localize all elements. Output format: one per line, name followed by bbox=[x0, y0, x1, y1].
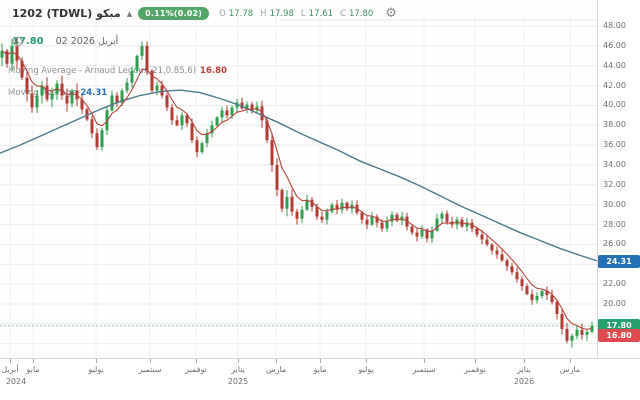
price-date-readout: 17.80 02 2026 أبريل bbox=[12, 36, 118, 47]
ohlc-low-label: L bbox=[300, 8, 306, 19]
price-axis-label: 20.00 bbox=[603, 299, 626, 309]
gear-icon[interactable]: ⚙ bbox=[385, 6, 397, 21]
indicator-alma-label: Moving Average - Arnaud Legoux(21,0.85,6… bbox=[8, 66, 197, 76]
price-axis-label: 44.00 bbox=[603, 60, 626, 70]
symbol-title: 1202 (TDWL) مبكو bbox=[12, 7, 121, 20]
time-axis-tick bbox=[150, 359, 151, 363]
ohlc-open-value: 17.78 bbox=[228, 8, 254, 19]
year-axis-label: 2025 bbox=[227, 377, 249, 386]
change-badge: 0.11%(0.02) bbox=[138, 7, 210, 20]
ohlc-high-label: H bbox=[260, 8, 267, 19]
ohlc-close-value: 17.80 bbox=[348, 8, 374, 19]
time-axis-label: يناير bbox=[517, 365, 531, 374]
ohlc-open-label: O bbox=[219, 8, 226, 19]
time-axis-tick bbox=[424, 359, 425, 363]
year-axis-label: 2024 bbox=[5, 377, 27, 386]
price-axis-label: 34.00 bbox=[603, 160, 626, 170]
time-axis-label: نوفمبر bbox=[185, 365, 207, 374]
indicator-ma-value: 24.31 bbox=[80, 88, 108, 98]
time-axis-tick bbox=[570, 359, 571, 363]
time-axis-label: مايو bbox=[26, 365, 40, 374]
ohlc-high-value: 17.98 bbox=[269, 8, 294, 19]
time-axis-tick bbox=[238, 359, 239, 363]
ohlc-low-value: 17.61 bbox=[308, 8, 334, 19]
price-axis-label: 40.00 bbox=[603, 100, 626, 110]
time-axis[interactable]: أبريل مايو يوليو سبتمبر نوفمبر يناير مارس مايو ي… bbox=[0, 358, 640, 400]
price-axis-label: 26.00 bbox=[603, 239, 626, 249]
price-axis-label: 28.00 bbox=[603, 219, 626, 229]
time-axis-tick bbox=[10, 359, 11, 363]
axis-badge-last-price: 17.80 bbox=[598, 319, 640, 333]
price-axis-label: 42.00 bbox=[603, 80, 626, 90]
price-axis-label: 22.00 bbox=[603, 279, 626, 289]
time-axis-tick bbox=[475, 359, 476, 363]
time-axis-tick bbox=[320, 359, 321, 363]
legend-indicator-alma[interactable]: Moving Average - Arnaud Legoux(21,0.85,6… bbox=[8, 66, 227, 76]
year-axis-label: 2026 bbox=[513, 377, 535, 386]
collapse-arrow-icon[interactable]: ▲ bbox=[126, 9, 133, 18]
time-axis-label: يناير bbox=[231, 365, 245, 374]
indicator-alma-value: 16.80 bbox=[200, 66, 227, 76]
time-axis-label: مارس bbox=[265, 365, 287, 374]
price-axis-label: 46.00 bbox=[603, 40, 626, 50]
time-axis-tick bbox=[33, 359, 34, 363]
price-axis-label: 32.00 bbox=[603, 179, 626, 189]
time-axis-label: مارس bbox=[559, 365, 581, 374]
time-axis-label: نوفمبر bbox=[464, 365, 486, 374]
time-axis-label: سبتمبر bbox=[412, 365, 436, 374]
time-axis-label: يوليو bbox=[88, 365, 104, 374]
price-axis-label: 30.00 bbox=[603, 199, 626, 209]
price-axis-label: 36.00 bbox=[603, 140, 626, 150]
time-axis-tick bbox=[96, 359, 97, 363]
time-axis-label: أبريل bbox=[1, 365, 19, 374]
time-axis-label: سبتمبر bbox=[138, 365, 162, 374]
axis-badge-ma-blue: 24.31 bbox=[598, 254, 640, 268]
time-axis-label: يوليو bbox=[358, 365, 374, 374]
last-price-readout: 17.80 bbox=[12, 36, 44, 47]
time-axis-tick bbox=[524, 359, 525, 363]
axis-badge-ma-red: 16.80 bbox=[598, 329, 640, 343]
date-readout: 02 2026 أبريل bbox=[55, 36, 119, 47]
price-axis-label: 48.00 bbox=[603, 21, 626, 30]
time-axis-tick bbox=[366, 359, 367, 363]
ohlc-close-label: C bbox=[340, 8, 346, 19]
price-axis[interactable]: 24.31 17.80 16.80 48.00 46.00 44.00 42.00 40… bbox=[597, 0, 640, 358]
ohlc-readout: O 17.78 H 17.98 L 17.61 C 17.80 bbox=[219, 9, 373, 19]
price-axis-label: 38.00 bbox=[603, 120, 626, 130]
time-axis-tick bbox=[276, 359, 277, 363]
time-axis-tick bbox=[196, 359, 197, 363]
time-axis-label: مايو bbox=[313, 365, 327, 374]
